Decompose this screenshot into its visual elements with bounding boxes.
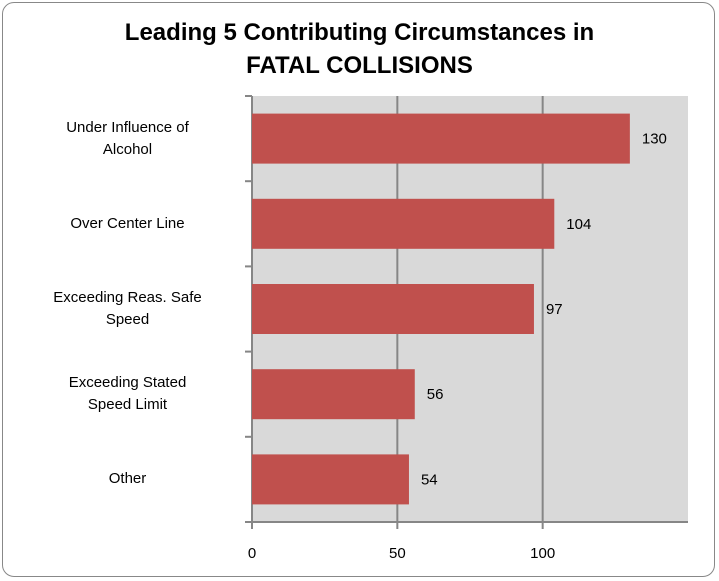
value-label: 54 xyxy=(421,471,438,488)
y-tick-label: Under Influence of Alcohol xyxy=(66,118,189,158)
chart-title: Leading 5 Contributing Circumstances in … xyxy=(124,19,595,79)
x-tick-label: 50 xyxy=(389,545,406,562)
x-tick-label: 100 xyxy=(530,545,555,562)
y-tick-label: Exceeding Stated Speed Limit xyxy=(68,374,187,414)
bar xyxy=(252,113,630,164)
value-label: 130 xyxy=(642,131,667,148)
y-tick-label: Exceeding Reas. Safe Speed xyxy=(53,289,202,328)
y-tick-label: Other xyxy=(108,470,147,488)
bar xyxy=(252,369,415,420)
x-tick-label: 0 xyxy=(248,545,256,562)
bar xyxy=(252,198,555,249)
y-tick-label: Over Center Line xyxy=(70,214,185,232)
value-label: 104 xyxy=(566,216,591,233)
bar xyxy=(252,454,409,505)
value-label: 56 xyxy=(427,386,444,403)
bar xyxy=(252,284,534,334)
value-label: 97 xyxy=(546,301,563,318)
